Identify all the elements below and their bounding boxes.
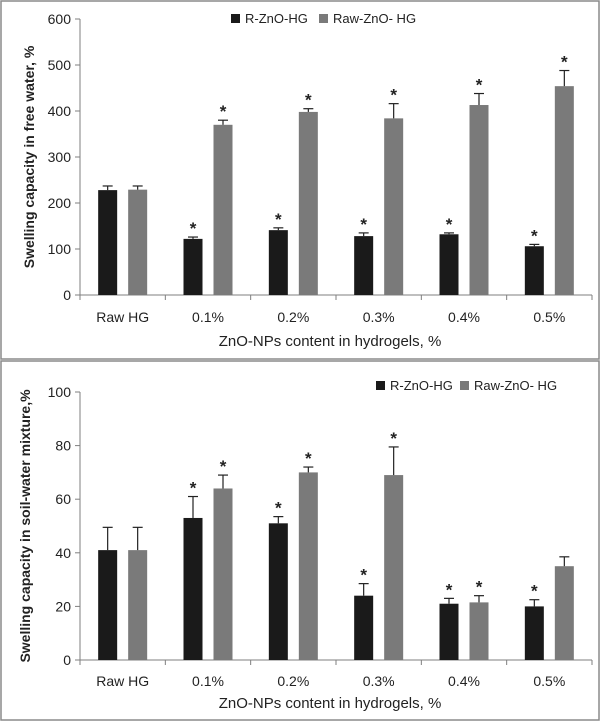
- x-tick-label: 0.3%: [363, 309, 395, 325]
- y-tick-label: 0: [63, 652, 71, 668]
- bar: [384, 475, 404, 660]
- x-tick-label: 0.4%: [448, 309, 480, 325]
- significance-marker: *: [446, 580, 453, 599]
- bar: [183, 517, 203, 660]
- bar: [128, 189, 148, 295]
- bar: [268, 230, 288, 295]
- x-tick-label: 0.1%: [192, 309, 224, 325]
- significance-marker: *: [305, 91, 312, 110]
- significance-marker: *: [390, 86, 397, 105]
- bar: [213, 124, 233, 295]
- bar: [98, 550, 118, 660]
- bar: [354, 595, 374, 660]
- significance-marker: *: [360, 215, 367, 234]
- bar: [298, 472, 318, 660]
- bar: [554, 566, 574, 660]
- x-tick-label: 0.5%: [533, 673, 565, 689]
- bar: [524, 246, 544, 295]
- y-tick-label: 200: [48, 195, 72, 211]
- bar: [524, 606, 544, 660]
- x-tick-label: 0.3%: [363, 673, 395, 689]
- significance-marker: *: [446, 215, 453, 234]
- legend-swatch: [231, 14, 240, 23]
- bar: [469, 602, 489, 660]
- y-tick-label: 600: [48, 11, 72, 27]
- x-axis-title: ZnO-NPs content in hydrogels, %: [219, 333, 442, 350]
- y-tick-label: 20: [55, 598, 71, 614]
- bar: [439, 234, 459, 295]
- x-tick-label: 0.4%: [448, 673, 480, 689]
- bar: [98, 190, 118, 295]
- bar: [439, 603, 459, 660]
- y-tick-label: 60: [55, 491, 71, 507]
- bar: [128, 550, 148, 660]
- legend-swatch: [319, 14, 328, 23]
- significance-marker: *: [531, 582, 538, 601]
- y-tick-label: 100: [48, 384, 72, 400]
- bar: [298, 111, 318, 295]
- significance-marker: *: [305, 449, 312, 468]
- y-tick-label: 40: [55, 545, 71, 561]
- significance-marker: *: [531, 226, 538, 245]
- legend-label: R-ZnO-HG: [245, 11, 308, 26]
- x-tick-label: 0.2%: [277, 309, 309, 325]
- bar: [554, 86, 574, 295]
- y-tick-label: 0: [63, 287, 71, 303]
- significance-marker: *: [275, 499, 282, 518]
- significance-marker: *: [190, 479, 197, 498]
- y-axis-title: Swelling capacity in free water, %: [21, 45, 37, 268]
- significance-marker: *: [476, 578, 483, 597]
- significance-marker: *: [360, 566, 367, 585]
- legend-label: Raw-ZnO- HG: [333, 11, 416, 26]
- chart-soil-water: 0 20 40 60 80 100 Raw HG 0.1% 0.2% 0.3% 0.4% 0.5% Zn…: [0, 360, 600, 721]
- bar: [354, 236, 374, 295]
- significance-marker: *: [275, 210, 282, 229]
- chart-panel-free-water: 0 100 200 300 400 500 600 Raw HG 0.1% 0.2% 0.3% 0.4…: [0, 0, 600, 360]
- y-tick-label: 300: [48, 149, 72, 165]
- y-axis-title: Swelling capacity in soil-water mixture,…: [17, 389, 33, 663]
- legend-label: Raw-ZnO- HG: [474, 378, 557, 393]
- bar: [469, 105, 489, 296]
- significance-marker: *: [220, 457, 227, 476]
- legend-swatch: [376, 381, 385, 390]
- y-tick-label: 80: [55, 438, 71, 454]
- x-axis-title: ZnO-NPs content in hydrogels, %: [219, 695, 442, 712]
- significance-marker: *: [190, 219, 197, 238]
- x-tick-label: 0.2%: [277, 673, 309, 689]
- significance-marker: *: [390, 429, 397, 448]
- significance-marker: *: [561, 53, 568, 72]
- x-tick-label: 0.5%: [533, 309, 565, 325]
- chart-free-water: 0 100 200 300 400 500 600 Raw HG 0.1% 0.2% 0.3% 0.4…: [0, 0, 600, 360]
- x-tick-label: Raw HG: [96, 309, 149, 325]
- y-tick-label: 100: [48, 241, 72, 257]
- bar: [213, 488, 233, 660]
- bar: [268, 523, 288, 660]
- x-tick-label: Raw HG: [96, 673, 149, 689]
- legend-swatch: [460, 381, 469, 390]
- bar: [183, 238, 203, 295]
- x-tick-label: 0.1%: [192, 673, 224, 689]
- y-tick-label: 500: [48, 57, 72, 73]
- significance-marker: *: [220, 102, 227, 121]
- bar: [384, 118, 404, 295]
- chart-panel-soil-water: 0 20 40 60 80 100 Raw HG 0.1% 0.2% 0.3% 0.4% 0.5% Zn…: [0, 360, 600, 721]
- significance-marker: *: [476, 76, 483, 95]
- y-tick-label: 400: [48, 103, 72, 119]
- legend-label: R-ZnO-HG: [390, 378, 453, 393]
